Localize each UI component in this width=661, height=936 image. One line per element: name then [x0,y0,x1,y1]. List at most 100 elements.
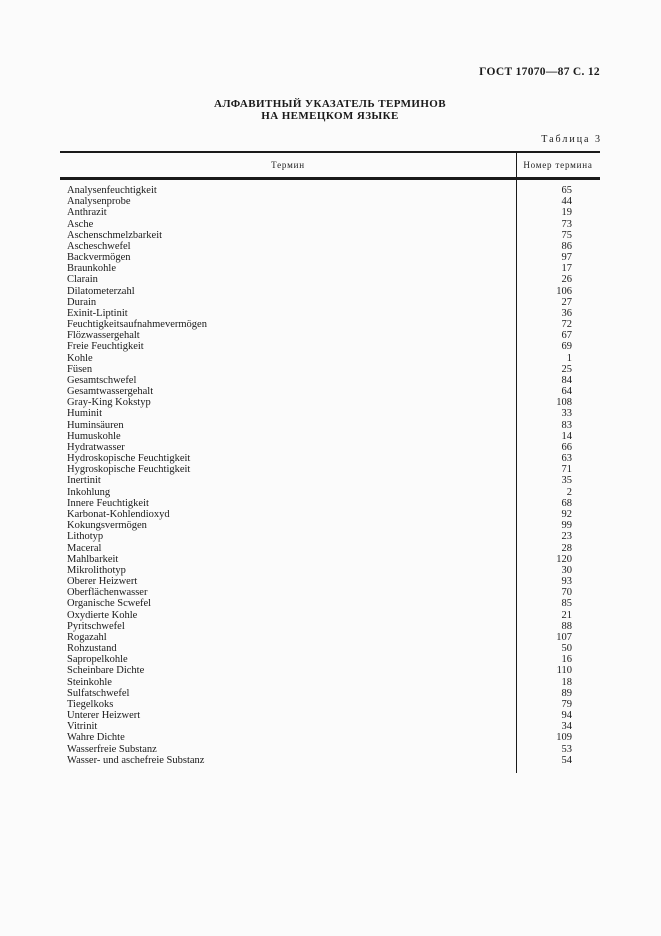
term-cell: Huminsäuren [67,419,124,431]
term-cell: Huminit [67,408,103,420]
term-number-cell: 84 [561,374,573,386]
term-number-cell: 75 [561,229,573,241]
table-row: Maceral 28 [60,543,600,554]
terms-table: Термин Номер термина Analysenfeuchtigkei… [60,151,600,773]
table-row: Dilatometerzahl 106 [60,286,600,297]
term-cell: Steinkohle [67,676,112,688]
term-number-cell: 92 [561,508,573,520]
term-cell: Innere Feuchtigkeit [67,497,149,509]
term-cell: Gray-King Kokstyp [67,397,151,409]
term-cell: Backvermögen [67,252,131,264]
term-cell: Rohzustand [67,643,117,655]
term-cell: Organische Scwefel [67,598,152,610]
term-cell: Flözwassergehalt [67,330,140,342]
table-row: Feuchtigkeitsaufnahmevermögen 72 [60,319,600,330]
term-cell: Wahre Dichte [67,732,125,744]
column-header-number: Номер термина [523,160,593,170]
table-row: Anthrazit 19 [60,207,600,218]
table-row: Innere Feuchtigkeit 68 [60,498,600,509]
table-row: Tiegelkoks 79 [60,699,600,710]
term-number-cell: 25 [561,363,573,375]
term-number-cell: 18 [561,676,573,688]
term-number-cell: 89 [561,687,573,699]
term-cell: Hydroskopische Feuchtigkeit [67,453,191,465]
term-number-cell: 97 [561,252,573,264]
table-row: Lithotyp 23 [60,531,600,542]
term-number-cell: 28 [561,542,573,554]
term-number-cell: 120 [556,553,572,565]
title-line-2: НА НЕМЕЦКОМ ЯЗЫКЕ [261,110,399,123]
term-number-cell: 14 [561,430,573,442]
table-row: Hygroskopische Feuchtigkeit 71 [60,464,600,475]
table-caption: Таблица 3 [541,134,602,145]
term-number-cell: 73 [561,218,573,230]
term-number-cell: 99 [561,520,573,532]
table-row: Gesamtschwefel 84 [60,375,600,386]
term-cell: Mahlbarkeit [67,553,119,565]
table-row: Karbonat-Kohlendioxyd 92 [60,509,600,520]
term-number-cell: 71 [561,464,573,476]
table-row: Kohle 1 [60,353,600,364]
term-number-cell: 106 [556,285,572,297]
term-cell: Asche [67,218,94,230]
term-cell: Gesamtschwefel [67,374,137,386]
table-row: Asche 73 [60,219,600,230]
term-cell: Hygroskopische Feuchtigkeit [67,464,191,476]
table-row: Analysenfeuchtigkeit 65 [60,185,600,196]
term-cell: Anthrazit [67,207,107,219]
term-number-cell: 83 [561,419,573,431]
term-number-cell: 27 [561,296,573,308]
term-number-cell: 26 [561,274,573,286]
table-row: Inertinit 35 [60,475,600,486]
title-line-1: АЛФАВИТНЫЙ УКАЗАТЕЛЬ ТЕРМИНОВ [213,98,446,110]
table-row: Steinkohle 18 [60,677,600,688]
table-header-row: Термин Номер термина [60,153,600,180]
term-number-cell: 79 [561,698,573,710]
term-cell: Sapropelkohle [67,654,128,666]
term-number-cell: 64 [561,386,573,398]
table-row: Humuskohle 14 [60,431,600,442]
table-row: Hydratwasser 66 [60,442,600,453]
table-row: Huminit 33 [60,408,600,419]
term-number-cell: 50 [561,643,573,655]
term-number-cell: 33 [561,408,573,420]
table-row: Kokungsvermögen 99 [60,520,600,531]
term-number-cell: 35 [561,475,573,487]
table-row: Wahre Dichte 109 [60,732,600,743]
table-row: Wasser- und aschefreie Substanz 54 [60,755,600,766]
table-row: Flözwassergehalt 67 [60,330,600,341]
term-cell: Vitrinit [67,721,98,733]
table-row: Organische Scwefel 85 [60,598,600,609]
term-number-cell: 63 [561,453,573,465]
table-row: Vitrinit 34 [60,721,600,732]
term-cell: Analysenfeuchtigkeit [67,185,157,196]
term-number-cell: 2 [566,486,572,498]
term-number-cell: 34 [561,721,573,733]
table-row: Inkohlung 2 [60,487,600,498]
table-row: Mikrolithotyp 30 [60,565,600,576]
doc-number: ГОСТ 17070—87 С. 12 [479,66,600,78]
term-number-cell: 21 [561,609,573,621]
column-header-term: Термин [271,160,305,170]
term-number-cell: 72 [561,319,573,331]
term-cell: Braunkohle [67,263,116,275]
term-number-cell: 23 [561,531,573,543]
table-row: Pyritschwefel 88 [60,621,600,632]
page-title: АЛФАВИТНЫЙ УКАЗАТЕЛЬ ТЕРМИНОВ НА НЕМЕЦКО… [60,98,600,122]
term-cell: Oberer Heizwert [67,576,138,588]
term-number-cell: 54 [561,754,573,766]
term-number-cell: 94 [561,710,573,722]
term-number-cell: 85 [561,598,573,610]
term-cell: Rogazahl [67,631,107,643]
term-cell: Freie Feuchtigkeit [67,341,144,353]
term-cell: Oberflächenwasser [67,587,148,599]
term-number-cell: 66 [561,441,573,453]
table-body: Analysenfeuchtigkeit 65 Analysenprobe 44 Ant… [60,180,600,766]
table-row: Oxydierte Kohle 21 [60,610,600,621]
term-cell: Mikrolithotyp [67,564,126,576]
table-row: Rohzustand 50 [60,643,600,654]
term-cell: Pyritschwefel [67,620,125,632]
term-cell: Karbonat-Kohlendioxyd [67,508,170,520]
term-cell: Feuchtigkeitsaufnahmevermögen [67,319,207,331]
